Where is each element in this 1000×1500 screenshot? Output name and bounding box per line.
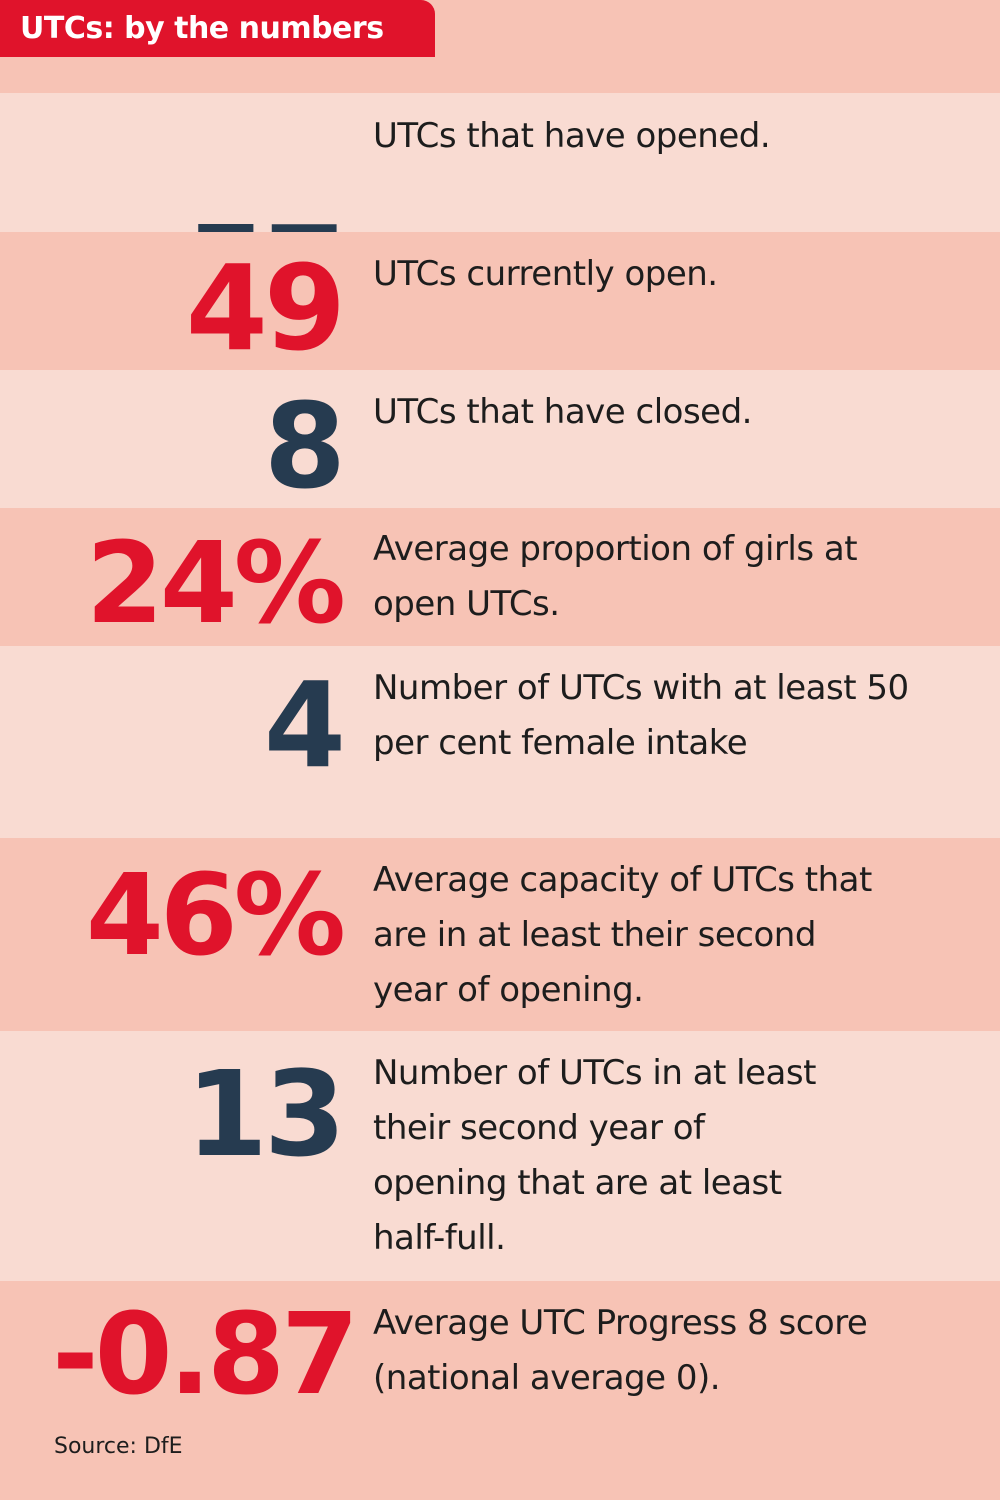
stat-value: 49	[185, 239, 346, 377]
header-tab: UTCs: by the numbers	[0, 0, 435, 57]
stat-value: 8	[263, 377, 346, 515]
stat-description: Average UTC Progress 8 score (national a…	[373, 1303, 868, 1398]
stat-description: UTCs that have opened.	[373, 116, 771, 156]
page-title: UTCs: by the numbers	[20, 11, 384, 46]
stat-row: 13 Number of UTCs in at least their seco…	[0, 1031, 1000, 1281]
stat-value: 4	[263, 656, 346, 794]
source-note: Source: DfE	[54, 1434, 183, 1459]
stat-value: 46%	[85, 851, 346, 981]
stat-value: 13	[185, 1045, 346, 1183]
stat-description: Average capacity of UTCs that are in at …	[373, 860, 872, 1010]
stat-description: Average proportion of girls at open UTCs…	[373, 529, 858, 624]
stat-description: Number of UTCs with at least 50 per cent…	[373, 668, 909, 763]
stat-value: 24%	[85, 519, 346, 649]
stat-row: 46% Average capacity of UTCs that are in…	[0, 838, 1000, 1031]
stat-row: 57 UTCs that have opened.	[0, 93, 1000, 328]
stat-row: 8 UTCs that have closed.	[0, 370, 1000, 508]
stat-row: -0.87 Average UTC Progress 8 score (nati…	[0, 1281, 1000, 1500]
stat-row: 24% Average proportion of girls at open …	[0, 508, 1000, 646]
stat-value: -0.87	[52, 1290, 359, 1420]
stat-row: 49 UTCs currently open.	[0, 232, 1000, 370]
stat-description: UTCs that have closed.	[373, 392, 752, 432]
stat-row: 4 Number of UTCs with at least 50 per ce…	[0, 646, 1000, 838]
stat-description: UTCs currently open.	[373, 254, 718, 294]
stat-description: Number of UTCs in at least their second …	[373, 1053, 816, 1258]
